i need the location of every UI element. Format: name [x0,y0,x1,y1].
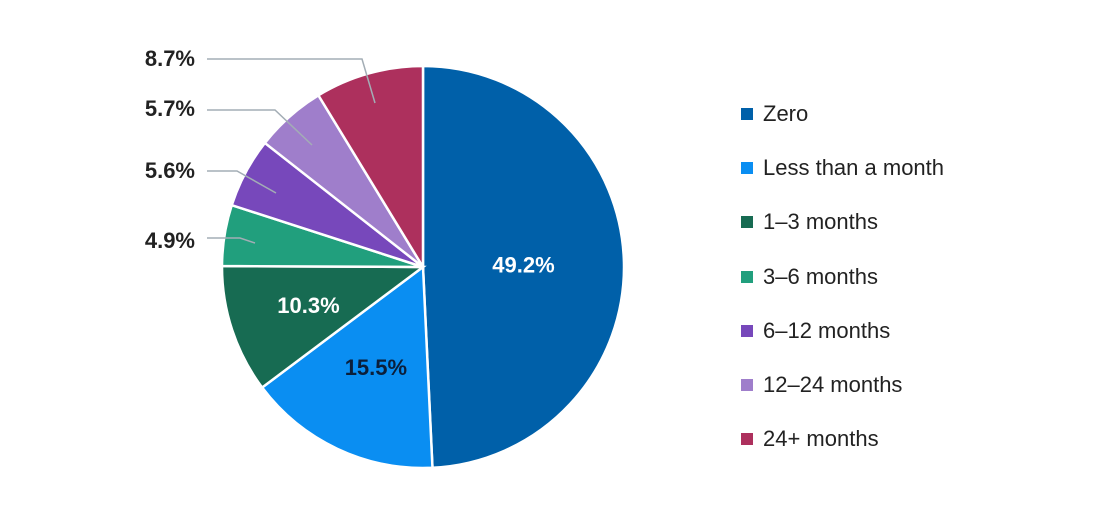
legend-swatch [741,108,753,121]
leader-line [207,237,256,244]
legend-item: 6–12 months [741,304,944,358]
pie-slice-0 [421,64,626,470]
legend-label: 3–6 months [763,263,878,289]
legend: Zero Less than a month 1–3 months 3–6 month… [741,87,944,466]
legend-item: 24+ months [741,412,944,466]
legend-swatch [741,433,753,446]
slice-label: 5.7% [145,96,195,121]
legend-swatch [741,162,753,175]
leader-line [207,58,376,104]
legend-swatch [741,379,753,392]
leader-line [207,109,313,146]
legend-label: 24+ months [763,426,879,452]
legend-swatch [741,324,753,337]
legend-swatch [741,270,753,283]
pie-slice-1 [260,264,434,470]
legend-item: 1–3 months [741,195,944,249]
legend-label: 12–24 months [763,372,903,398]
legend-label: 6–12 months [763,317,891,343]
slice-label: 4.9% [145,228,195,253]
pie-slice-6 [316,64,425,272]
legend-item: 12–24 months [741,358,944,412]
slice-label: 10.3% [277,293,339,318]
legend-label: 1–3 months [763,209,878,235]
legend-item: Zero [741,87,944,141]
leader-line [207,170,277,194]
legend-item: 3–6 months [741,250,944,304]
slice-label: 49.2% [492,253,554,278]
legend-label: Zero [763,101,809,127]
slice-label: 8.7% [145,46,195,71]
slice-label: 5.6% [145,158,195,183]
legend-swatch [741,216,753,229]
pie-slice-2 [220,264,427,390]
legend-label: Less than a month [763,155,945,181]
legend-item: Less than a month [741,141,944,195]
slice-label: 15.5% [345,355,407,380]
